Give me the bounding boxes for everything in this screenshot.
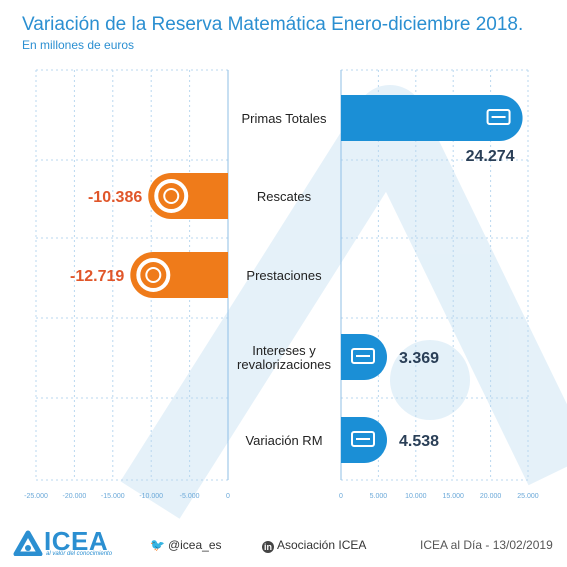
x-tick-label: 0 <box>226 493 230 500</box>
category-label: revalorizaciones <box>237 357 331 372</box>
bar-group: Rescates -10.386 <box>88 173 312 219</box>
bar-group: Prestaciones -12.719 <box>70 252 322 298</box>
x-tick-label: 20.000 <box>480 493 502 500</box>
x-tick-label: 25.000 <box>517 493 539 500</box>
linkedin-label: Asociación ICEA <box>277 538 367 552</box>
category-label: Rescates <box>257 189 312 204</box>
chart-title: Variación de la Reserva Matemática Enero… <box>22 14 524 35</box>
logo-tagline: al valor del conocimiento <box>46 551 113 557</box>
twitter-handle[interactable]: 🐦 @icea_es <box>150 538 222 552</box>
bar-chart: -25.000 -20.000 -15.000 -10.000 -5.000 0 0 5.00… <box>24 69 567 519</box>
chart-subtitle: En millones de euros <box>22 38 135 52</box>
bar <box>130 252 228 298</box>
bar-group: Primas Totales 24.274 <box>241 95 523 165</box>
linkedin-icon: in <box>262 541 274 553</box>
x-tick-label: -25.000 <box>24 493 48 500</box>
x-tick-label: -15.000 <box>101 493 125 500</box>
twitter-icon: 🐦 <box>150 538 165 552</box>
category-label: Intereses y <box>252 343 316 358</box>
linkedin-link[interactable]: in Asociación ICEA <box>262 538 366 553</box>
safe-icon <box>351 431 375 447</box>
value-label: 4.538 <box>399 433 439 450</box>
icea-logo-icon <box>13 530 43 556</box>
value-label: 24.274 <box>466 148 515 165</box>
growth-chart-icon <box>351 348 375 364</box>
x-tick-label: 0 <box>339 493 343 500</box>
publication-date: ICEA al Día - 13/02/2019 <box>420 538 553 552</box>
logo-text: ICEA <box>44 526 109 556</box>
category-label: Variación RM <box>245 433 322 448</box>
twitter-label: @icea_es <box>167 538 222 552</box>
money-stack-icon <box>486 109 511 125</box>
watermark-dot <box>390 340 470 420</box>
x-tick-label: -5.000 <box>180 493 200 500</box>
category-label: Prestaciones <box>246 268 322 283</box>
x-tick-label: -20.000 <box>63 493 87 500</box>
x-tick-label: -10.000 <box>139 493 163 500</box>
value-label: -10.386 <box>88 189 142 206</box>
x-tick-label: 5.000 <box>370 493 388 500</box>
bar <box>341 95 523 141</box>
value-label: -12.719 <box>70 268 124 285</box>
lifebuoy-icon <box>154 179 189 213</box>
x-tick-label: 15.000 <box>442 493 464 500</box>
bar-group: Variación RM 4.538 <box>245 417 439 463</box>
x-tick-label: 10.000 <box>405 493 427 500</box>
calculator-coins-icon <box>136 258 171 292</box>
footer: ICEA al valor del conocimiento 🐦 @icea_es… <box>0 520 567 567</box>
category-label: Primas Totales <box>241 111 327 126</box>
value-label: 3.369 <box>399 350 439 367</box>
